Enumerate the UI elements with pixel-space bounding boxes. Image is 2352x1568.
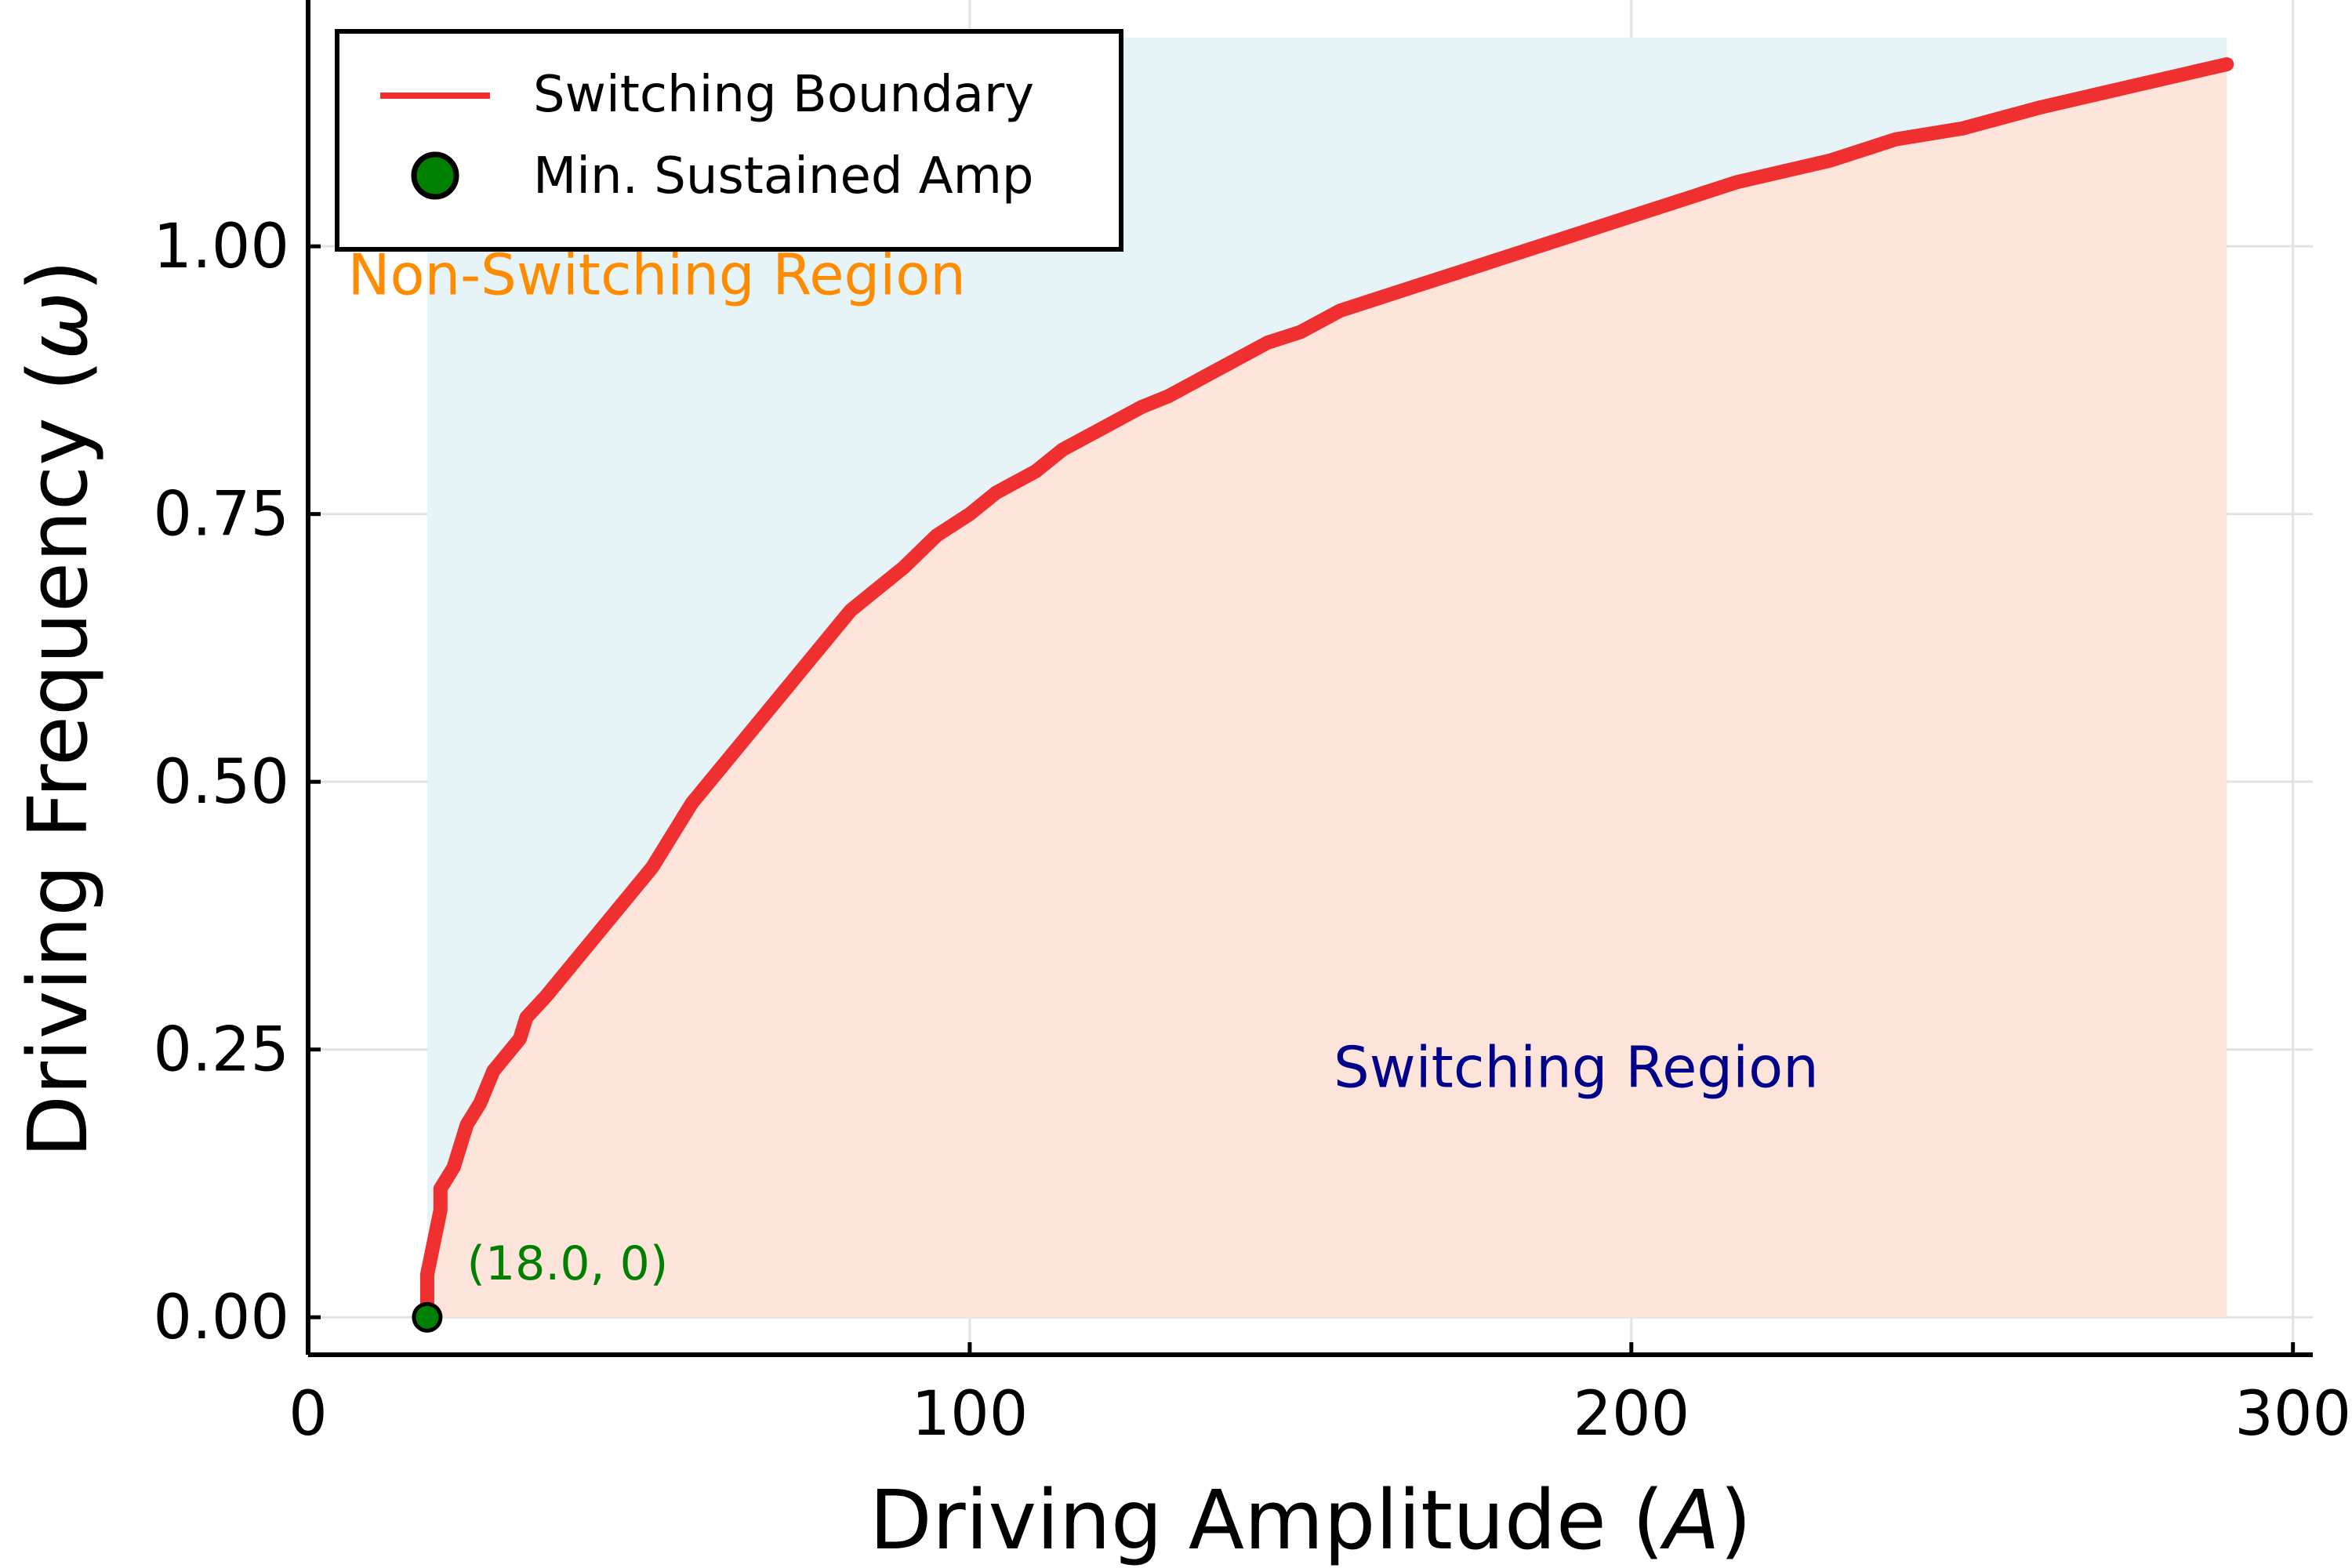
y-tick-label: 0.00 <box>153 1283 289 1353</box>
x-axis-label: Driving Amplitude (A) <box>869 1472 1751 1568</box>
x-tick-label: 0 <box>289 1379 328 1450</box>
switching-region-fill <box>426 64 2227 1318</box>
x-tick-labels: 0 100 200 300 <box>289 1379 2351 1450</box>
x-axis-label-suffix: ) <box>1720 1472 1752 1568</box>
x-axis-label-variable: A <box>1660 1472 1720 1568</box>
y-tick-label: 0.25 <box>153 1015 289 1086</box>
min-sustained-amp-point <box>412 1301 443 1333</box>
y-axis-label-variable: ω <box>10 292 106 360</box>
min-point-annotation: (18.0, 0) <box>467 1236 669 1291</box>
y-tick-labels: 0.00 0.25 0.50 0.75 1.00 <box>153 212 289 1353</box>
y-tick-label: 0.75 <box>153 480 289 550</box>
legend-label-boundary: Switching Boundary <box>533 66 1034 124</box>
x-axis-label-prefix: Driving Amplitude ( <box>869 1472 1664 1568</box>
x-tick-label: 200 <box>1573 1379 1690 1450</box>
switching-boundary-line <box>419 56 2234 1325</box>
y-axis-label: Driving Frequency (ω) <box>10 260 106 1158</box>
y-tick-label: 0.50 <box>153 747 289 818</box>
y-axis-label-prefix: Driving Frequency ( <box>10 360 106 1158</box>
legend-box <box>335 29 1123 252</box>
switching-region-label: Switching Region <box>1334 1034 1819 1100</box>
x-tick-label: 100 <box>911 1379 1028 1450</box>
y-axis-label-suffix: ) <box>10 260 106 292</box>
legend-label-min-amp: Min. Sustained Amp <box>533 147 1034 205</box>
legend-point-swatch <box>411 151 459 200</box>
x-tick-label: 300 <box>2234 1379 2351 1450</box>
legend: Switching Boundary Min. Sustained Amp <box>335 29 1123 252</box>
axes <box>306 0 2313 1357</box>
y-tick-label: 1.00 <box>153 212 289 282</box>
non-switching-region-label: Non-Switching Region <box>348 242 966 308</box>
